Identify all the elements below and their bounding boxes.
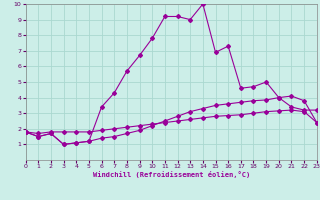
X-axis label: Windchill (Refroidissement éolien,°C): Windchill (Refroidissement éolien,°C) <box>92 171 250 178</box>
